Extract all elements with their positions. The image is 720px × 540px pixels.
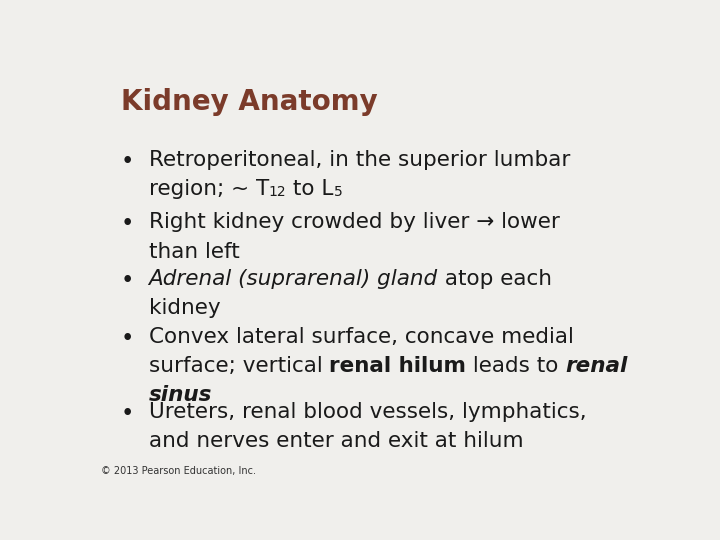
Text: •: • <box>121 327 134 350</box>
Text: Retroperitoneal, in the superior lumbar: Retroperitoneal, in the superior lumbar <box>148 150 570 170</box>
Text: © 2013 Pearson Education, Inc.: © 2013 Pearson Education, Inc. <box>101 465 256 476</box>
Text: renal: renal <box>565 356 628 376</box>
Text: atop each: atop each <box>438 268 552 288</box>
Text: Ureters, renal blood vessels, lymphatics,: Ureters, renal blood vessels, lymphatics… <box>148 402 586 422</box>
Text: Convex lateral surface, concave medial: Convex lateral surface, concave medial <box>148 327 573 347</box>
Text: renal hilum: renal hilum <box>329 356 467 376</box>
Text: leads to: leads to <box>467 356 565 376</box>
Text: sinus: sinus <box>148 385 212 405</box>
Text: Adrenal (suprarenal) gland: Adrenal (suprarenal) gland <box>148 268 438 288</box>
Text: 5: 5 <box>334 185 343 199</box>
Text: region; ~ T: region; ~ T <box>148 179 269 199</box>
Text: •: • <box>121 150 134 173</box>
Text: to L: to L <box>287 179 334 199</box>
Text: kidney: kidney <box>148 298 220 318</box>
Text: •: • <box>121 402 134 424</box>
Text: •: • <box>121 268 134 292</box>
Text: Kidney Anatomy: Kidney Anatomy <box>121 87 377 116</box>
Text: Right kidney crowded by liver → lower: Right kidney crowded by liver → lower <box>148 212 559 232</box>
Text: than left: than left <box>148 241 239 261</box>
Text: surface; vertical: surface; vertical <box>148 356 329 376</box>
Text: and nerves enter and exit at hilum: and nerves enter and exit at hilum <box>148 431 523 451</box>
Text: 12: 12 <box>269 185 287 199</box>
Text: •: • <box>121 212 134 235</box>
